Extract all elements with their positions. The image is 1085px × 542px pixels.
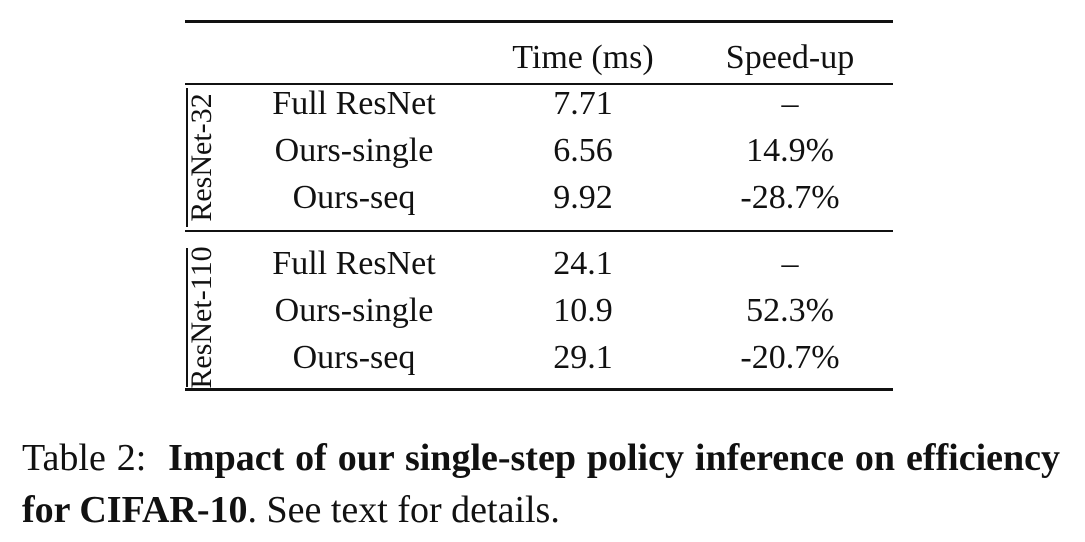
- group-bar: [186, 248, 188, 387]
- table-cell: 52.3%: [746, 292, 834, 329]
- row-label: Ours-seq: [292, 339, 416, 376]
- table-cell: 6.56: [553, 132, 613, 169]
- table-cell: 14.9%: [746, 132, 834, 169]
- top-rule: [185, 20, 893, 23]
- row-label: Ours-single: [274, 292, 434, 329]
- table-caption: Table 2: Impact of our single-step polic…: [22, 432, 1060, 536]
- group-rule: [185, 230, 893, 232]
- bottom-rule: [185, 388, 893, 391]
- caption-bold: Impact of our single-step policy inferen…: [22, 437, 1061, 531]
- group-label: ResNet-32: [185, 93, 218, 222]
- row-label: Full ResNet: [272, 85, 436, 122]
- table-cell: –: [781, 245, 799, 282]
- group-bar: [186, 88, 188, 227]
- row-label: Full ResNet: [272, 245, 436, 282]
- row-label: Ours-seq: [292, 179, 416, 216]
- column-header: Time (ms): [512, 39, 654, 76]
- table-cell: 24.1: [553, 245, 613, 282]
- column-header: Speed-up: [725, 39, 855, 76]
- group-label: ResNet-110: [185, 246, 218, 389]
- table-cell: -20.7%: [740, 339, 840, 376]
- table-cell: 7.71: [553, 85, 613, 122]
- header-rule: [185, 83, 893, 85]
- table-cell: 9.92: [553, 179, 613, 216]
- table-cell: 10.9: [553, 292, 613, 329]
- caption-label: Table 2:: [22, 437, 147, 479]
- caption-text: . See text for details.: [247, 489, 560, 531]
- table-cell: –: [781, 85, 799, 122]
- row-label: Ours-single: [274, 132, 434, 169]
- table-cell: 29.1: [553, 339, 613, 376]
- table-cell: -28.7%: [740, 179, 840, 216]
